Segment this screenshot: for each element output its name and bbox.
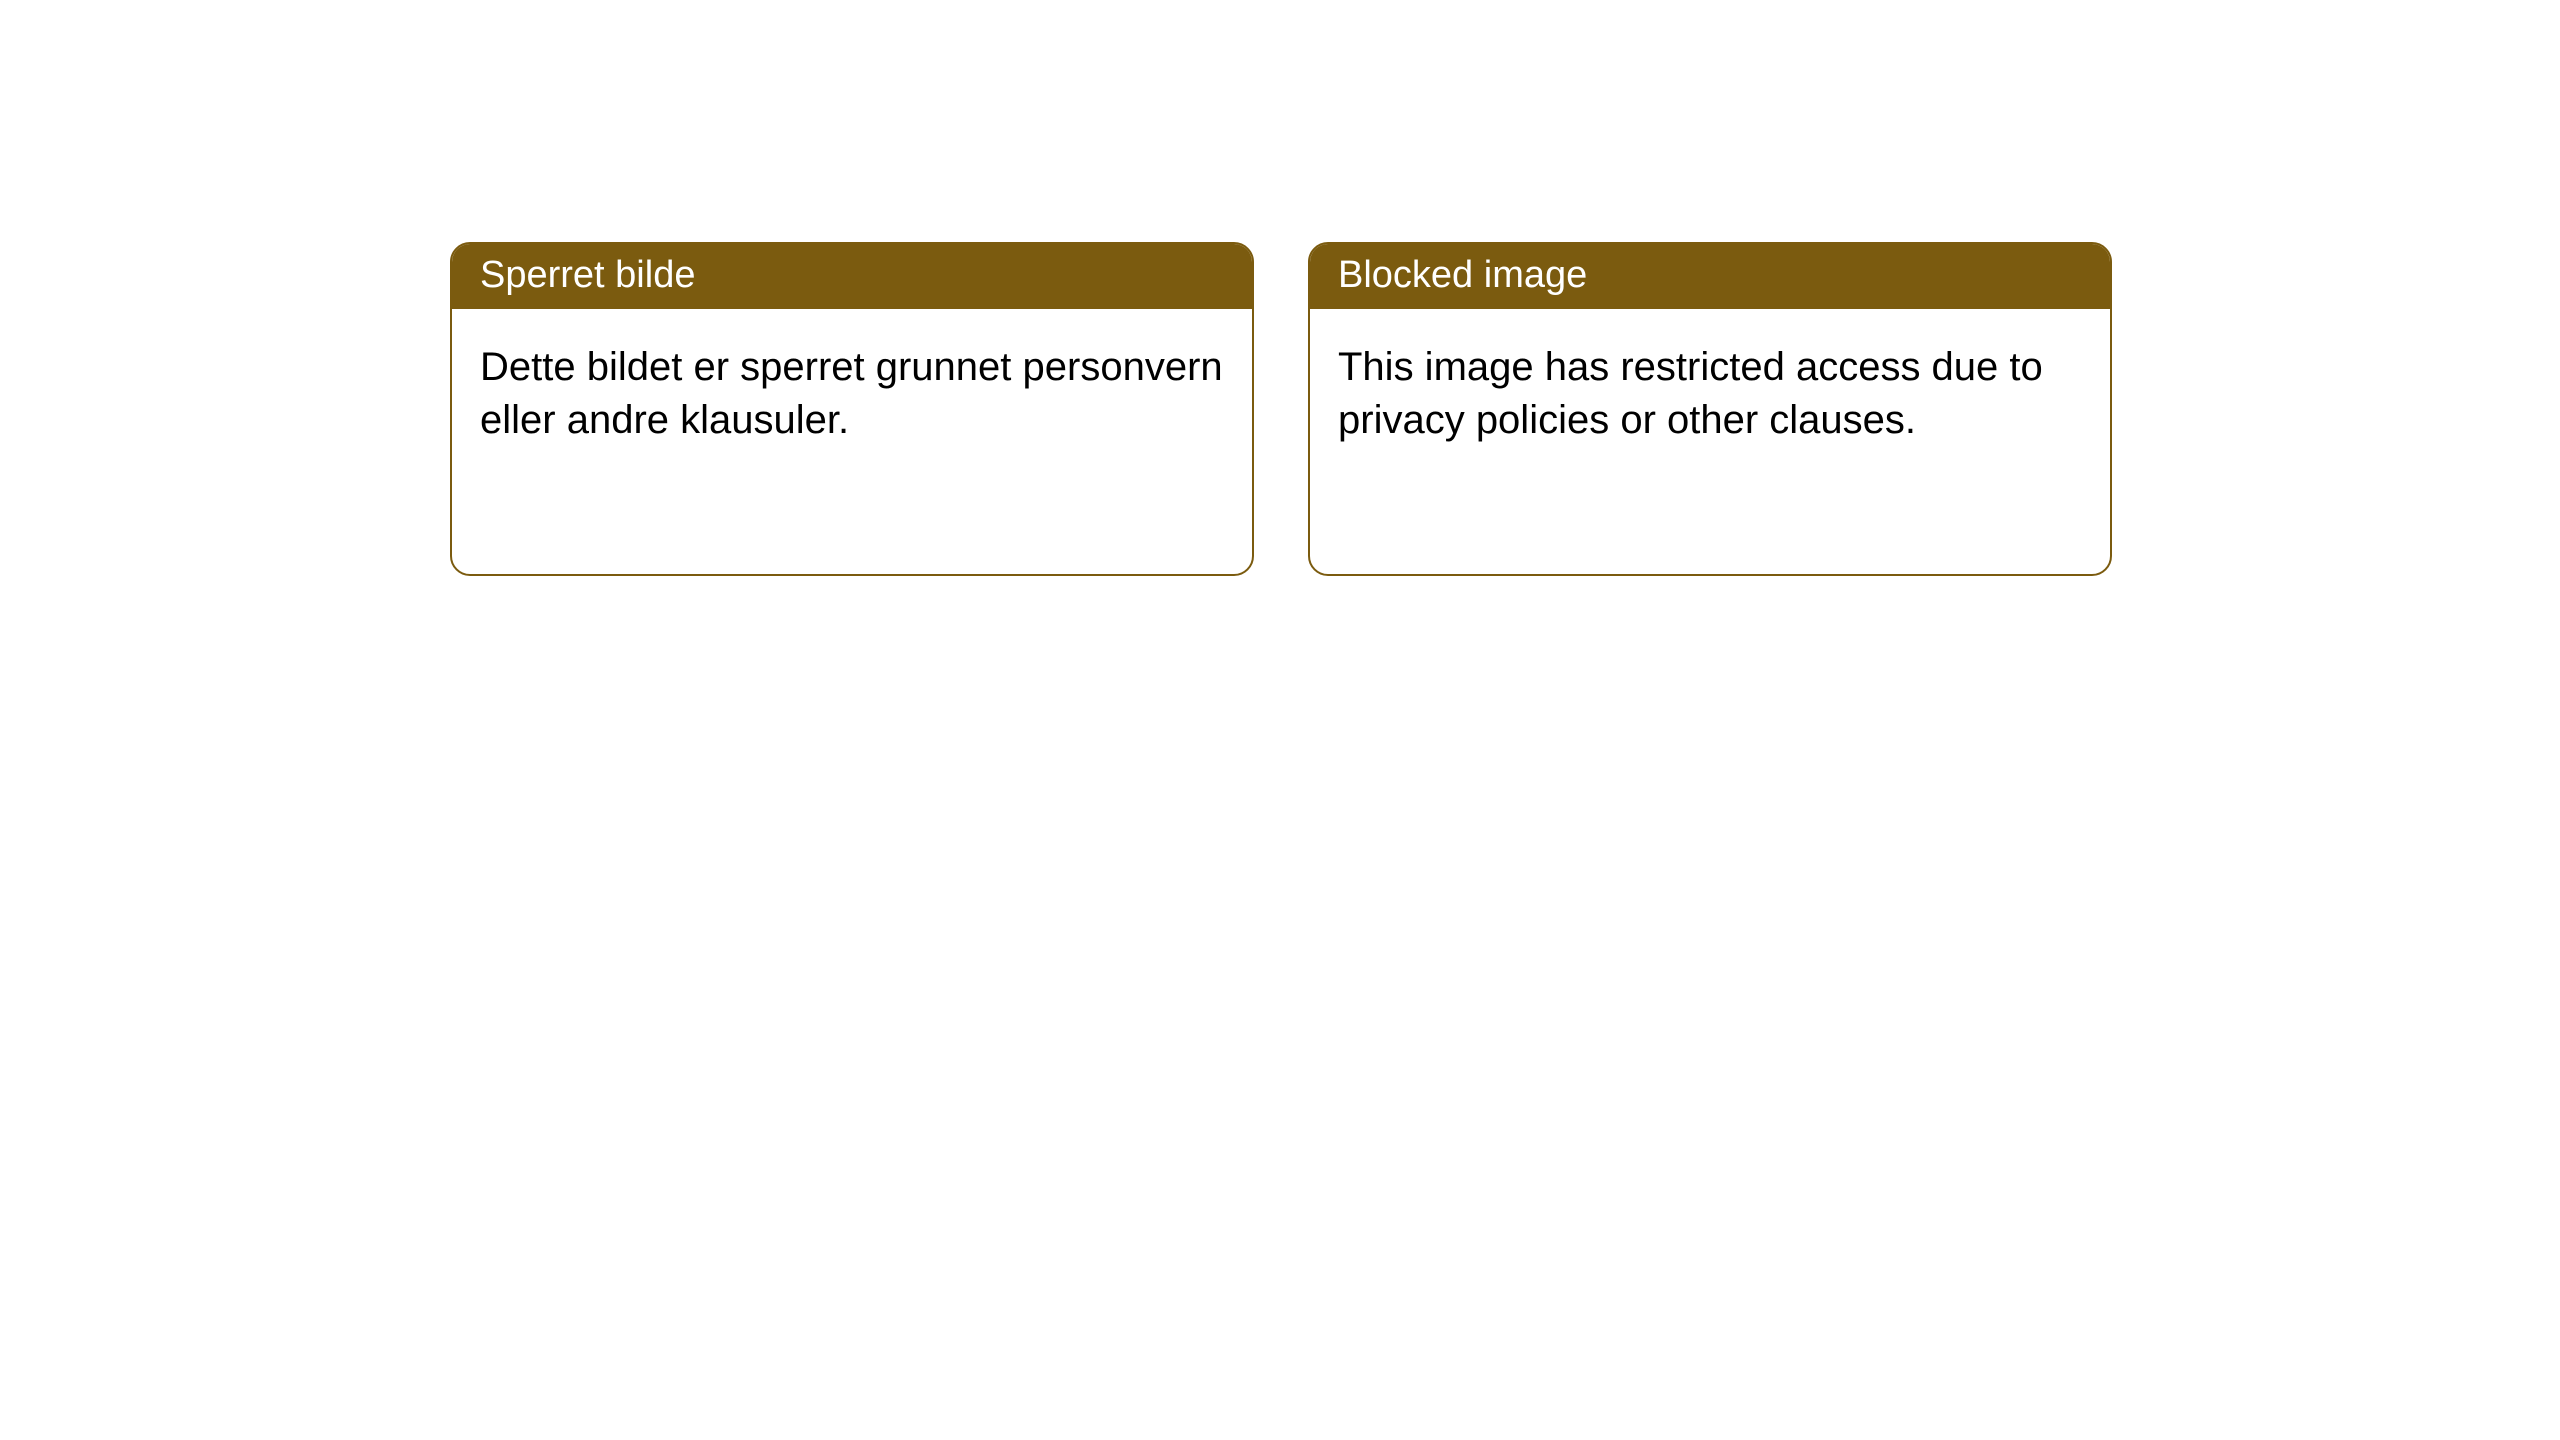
notice-header-english: Blocked image [1310, 244, 2110, 309]
notice-title-norwegian: Sperret bilde [480, 254, 695, 296]
notice-header-norwegian: Sperret bilde [452, 244, 1252, 309]
notice-body-english: This image has restricted access due to … [1310, 309, 2110, 479]
notice-text-norwegian: Dette bildet er sperret grunnet personve… [480, 345, 1223, 442]
notice-cards-container: Sperret bilde Dette bildet er sperret gr… [450, 242, 2112, 576]
notice-card-english: Blocked image This image has restricted … [1308, 242, 2112, 576]
notice-card-norwegian: Sperret bilde Dette bildet er sperret gr… [450, 242, 1254, 576]
notice-title-english: Blocked image [1338, 254, 1587, 296]
notice-body-norwegian: Dette bildet er sperret grunnet personve… [452, 309, 1252, 479]
notice-text-english: This image has restricted access due to … [1338, 345, 2043, 442]
